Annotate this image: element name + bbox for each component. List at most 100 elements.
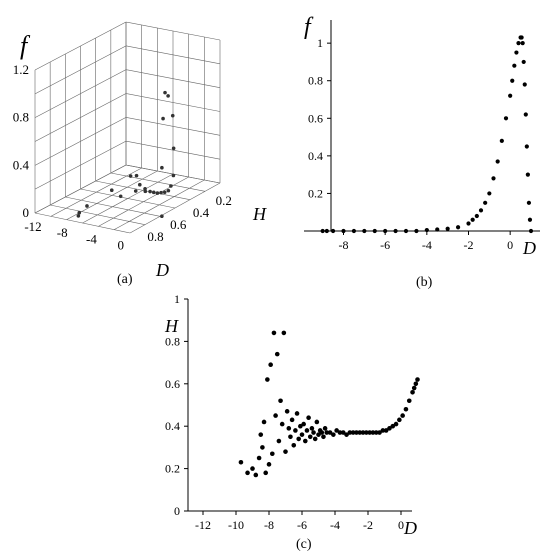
- panel-b-x-tick-label-2: -4: [422, 238, 432, 252]
- panel-a-wall-gridline: [125, 45, 221, 65]
- panel-c-point-46: [327, 430, 333, 435]
- panel-c-point-54: [354, 430, 359, 435]
- panel-a-point-14: [159, 190, 163, 195]
- panel-b-point-33: [521, 59, 526, 65]
- panel-c-point-49: [337, 430, 343, 435]
- panel-b-point-7: [383, 228, 388, 234]
- panel-c-point-71: [410, 389, 415, 395]
- panel-c-point-38: [312, 436, 318, 442]
- panel-b-point-12: [435, 227, 440, 232]
- panel-b-scatter: -8 -6 -4 -2 0 0.2 0.4 0.6 0.8 1 f D (b): [304, 14, 540, 290]
- panel-c-point-37: [311, 430, 316, 435]
- panel-a-caption: (a): [117, 272, 133, 287]
- panel-c-point-30: [299, 432, 305, 437]
- panel-c-scatter: -12 -10 -8 -6 -4 -2 0 0 0.2 0.4 0.6 0.8 1 H D (c): [164, 292, 420, 552]
- panel-c-xlabel: D: [403, 518, 417, 538]
- panel-a-wall-gridline: [125, 21, 221, 41]
- panel-c-y-tick-label-4: 0.8: [165, 334, 180, 348]
- panel-b-point-34: [522, 82, 527, 87]
- panel-a-y-tick-label-3: 0.8: [147, 229, 163, 244]
- panel-b-point-37: [525, 172, 530, 177]
- panel-c-point-60: [373, 430, 379, 435]
- panel-c-point-53: [350, 430, 356, 435]
- panel-b-y-tick-label-1: 0.4: [308, 149, 323, 163]
- panel-a-point-25: [160, 214, 164, 218]
- panel-c-point-74: [415, 377, 420, 382]
- panel-a-point-12: [151, 190, 156, 195]
- panel-a-wall-gridline: [34, 45, 127, 95]
- panel-c-point-12: [270, 451, 275, 457]
- panel-b-point-28: [514, 50, 519, 55]
- panel-c-point-36: [309, 426, 315, 431]
- panel-b-point-29: [516, 41, 521, 46]
- panel-b-point-38: [526, 200, 532, 205]
- panel-b-point-27: [512, 63, 517, 68]
- panel-c-point-50: [340, 430, 346, 435]
- panel-b-point-15: [466, 221, 471, 226]
- panel-b-x-tick-label-4: 0: [507, 238, 513, 252]
- panel-a-point-2: [109, 188, 114, 192]
- panel-c-point-64: [387, 426, 392, 431]
- panel-b-point-32: [520, 41, 525, 46]
- panel-a-point-16: [166, 188, 171, 193]
- panel-c-y-tick-label-3: 0.6: [165, 377, 180, 391]
- panel-b-point-1: [324, 228, 329, 234]
- panel-a-y-tick-label-1: 0.4: [193, 205, 210, 220]
- panel-a-point-10: [143, 189, 148, 194]
- panel-c-point-34: [306, 415, 311, 421]
- panel-c-point-39: [314, 419, 320, 425]
- panel-c-point-63: [383, 428, 389, 433]
- panel-c-point-15: [274, 351, 280, 357]
- panel-a-point-0: [128, 174, 133, 178]
- panel-c-point-14: [273, 413, 278, 418]
- panel-a-point-13: [155, 191, 160, 195]
- panel-b-point-22: [495, 159, 500, 164]
- panel-a-x-tick-label-0: -12: [24, 219, 41, 234]
- panel-a-point-24: [160, 165, 164, 170]
- panel-c-point-8: [263, 470, 269, 476]
- panel-a-point-22: [163, 90, 167, 95]
- panel-c-point-33: [304, 428, 310, 433]
- panel-c-point-20: [283, 449, 288, 454]
- panel-c-point-11: [268, 362, 273, 368]
- panel-a-point-17: [169, 184, 173, 188]
- panel-b-point-0: [320, 228, 325, 234]
- panel-b-x-tick-label-3: -2: [464, 238, 474, 252]
- panel-a-floor-gridline: [129, 182, 221, 234]
- panel-c-point-17: [278, 398, 283, 404]
- panel-c-point-35: [307, 434, 313, 440]
- panel-c-x-tick-label-6: 0: [398, 518, 404, 532]
- panel-c-point-48: [334, 428, 339, 433]
- panel-c-point-16: [276, 438, 282, 444]
- panel-c-point-67: [397, 417, 402, 423]
- panel-a-xlabel: D: [155, 260, 169, 280]
- panel-c-point-40: [316, 432, 321, 437]
- panel-c-point-6: [260, 445, 265, 450]
- panel-a-wall-gridline: [34, 21, 127, 71]
- panel-a-floor-gridline: [110, 172, 206, 192]
- panel-c-point-4: [256, 455, 262, 461]
- panel-a-point-3: [85, 204, 89, 208]
- panel-c-tick-labels: -12 -10 -8 -6 -4 -2 0 0 0.2 0.4 0.6 0.8 1: [165, 292, 404, 532]
- panel-c-point-29: [298, 423, 303, 429]
- panel-b-caption: (b): [416, 275, 433, 290]
- panel-c-point-3: [253, 472, 259, 478]
- panel-b-point-13: [445, 226, 450, 231]
- panel-c-y-tick-label-2: 0.4: [165, 419, 180, 433]
- panel-a-point-7: [118, 194, 123, 199]
- panel-c-point-42: [319, 430, 325, 435]
- panel-c-point-10: [266, 462, 272, 467]
- panel-a-y-tick-label-0: 0.2: [216, 193, 232, 208]
- panel-a-y-tick-label-2: 0.6: [170, 217, 187, 232]
- panel-a-z-tick-label-1: 0.4: [13, 157, 30, 172]
- panel-c-point-18: [279, 421, 285, 427]
- panel-c-point-70: [406, 398, 412, 404]
- panel-b-point-31: [519, 35, 524, 40]
- panel-b-point-4: [351, 228, 357, 234]
- panel-b-tick-labels: -8 -6 -4 -2 0 0.2 0.4 0.6 0.8 1: [308, 36, 513, 252]
- panel-b-point-5: [362, 228, 367, 234]
- panel-a-points: [76, 90, 176, 218]
- panel-b-point-23: [499, 138, 504, 143]
- panel-b-y-tick-label-3: 0.8: [308, 74, 323, 88]
- panel-b-point-40: [528, 228, 534, 234]
